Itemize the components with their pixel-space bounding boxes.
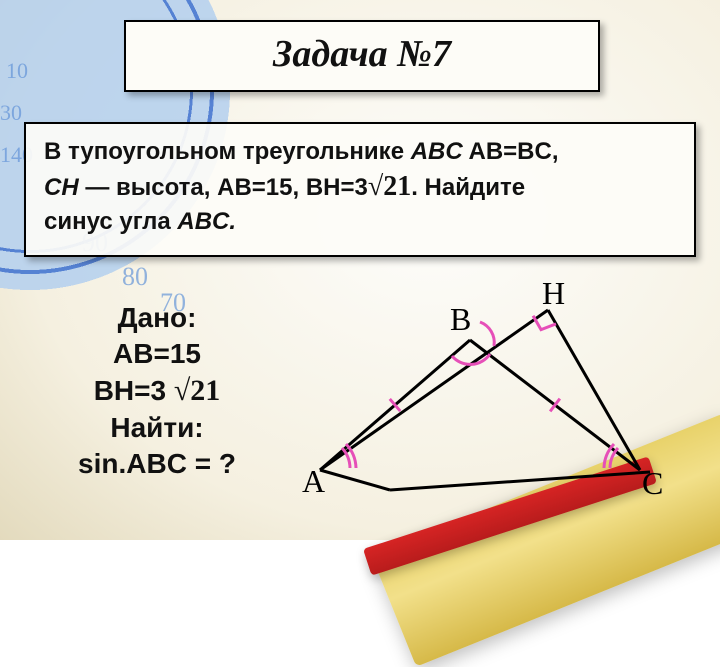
text-italic: ABC	[411, 138, 463, 165]
triangle-diagram: ABHC	[300, 290, 680, 510]
svg-text:C: C	[642, 465, 663, 501]
find-label: Найти:	[42, 410, 272, 446]
problem-statement: В тупоугольном треугольнике ABC AB=BC, C…	[24, 122, 696, 257]
protractor-mark: 80	[122, 262, 148, 292]
given-label: Дано:	[42, 300, 272, 336]
text: AB=BC,	[463, 138, 559, 165]
text: В тупоугольном треугольнике	[44, 138, 411, 165]
problem-title: Задача №7	[144, 32, 580, 76]
text-italic: ABC.	[177, 208, 236, 235]
find-expr: sin.ABC = ?	[42, 446, 272, 482]
text: . Найдите	[411, 174, 525, 201]
given-block: Дано: AB=15 BH=3 √21 Найти: sin.ABC = ?	[42, 300, 272, 482]
protractor-mark: 30	[0, 100, 22, 126]
given-ab: AB=15	[42, 336, 272, 372]
protractor-mark: 10	[6, 58, 28, 84]
title-box: Задача №7	[124, 20, 600, 92]
svg-text:B: B	[450, 301, 471, 337]
svg-text:A: A	[302, 463, 325, 499]
sqrt-text: √21	[368, 171, 411, 202]
text-italic: CH	[44, 174, 79, 201]
svg-text:H: H	[542, 275, 565, 311]
text: синус угла	[44, 208, 177, 235]
text: — высота, AB=15, BH=3	[79, 174, 368, 201]
given-bh: BH=3 √21	[42, 372, 272, 410]
